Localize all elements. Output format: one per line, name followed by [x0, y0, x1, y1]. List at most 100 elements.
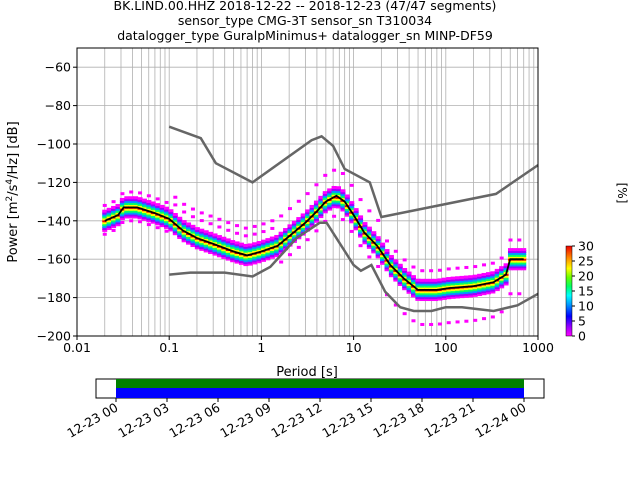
heatmap-outlier-cell [120, 192, 125, 196]
timeline-tick-label: 12-23 15 [319, 400, 375, 441]
heatmap-cell [137, 199, 143, 203]
heatmap-cell [212, 239, 218, 243]
heatmap-cell [406, 288, 412, 292]
heatmap-cell [335, 191, 341, 195]
heatmap-cell [283, 243, 289, 247]
heatmap-cell [481, 286, 487, 290]
heatmap-outlier-cell [499, 310, 504, 314]
heatmap-cell [415, 278, 421, 282]
heatmap-cell [137, 212, 143, 216]
heatmap-cell [190, 240, 196, 244]
heatmap-cell [194, 230, 200, 234]
heatmap-cell [463, 281, 469, 285]
heatmap-cell [521, 261, 527, 265]
heatmap-cell [256, 242, 262, 246]
heatmap-cell [256, 244, 262, 248]
heatmap-cell [216, 248, 222, 252]
heatmap-cell [283, 241, 289, 245]
heatmap-cell [503, 280, 509, 284]
heatmap-cell [485, 289, 491, 293]
heatmap-cell [128, 209, 134, 213]
heatmap-cell [168, 228, 174, 232]
heatmap-cell [335, 199, 341, 203]
heatmap-cell [406, 285, 412, 289]
heatmap-cell [141, 204, 147, 208]
heatmap-cell [410, 292, 416, 296]
heatmap-cell [521, 248, 527, 252]
heatmap-cell [428, 290, 434, 294]
heatmap-cell [208, 249, 214, 253]
heatmap-cell [521, 255, 527, 259]
heatmap-cell [481, 278, 487, 282]
heatmap-cell [177, 228, 183, 232]
heatmap-cell [234, 256, 240, 260]
heatmap-outlier-cell [411, 319, 416, 323]
heatmap-cell [463, 279, 469, 283]
heatmap-cell [441, 293, 447, 297]
heatmap-cell [358, 228, 364, 232]
heatmap-cell [265, 243, 271, 247]
heatmap-cell [410, 282, 416, 286]
heatmap-cell [375, 247, 381, 251]
heatmap-cell [247, 254, 253, 258]
heatmap-cell [168, 220, 174, 224]
heatmap-cell [177, 234, 183, 238]
heatmap-cell [230, 243, 236, 247]
heatmap-cell [366, 228, 372, 232]
heatmap-cell [393, 274, 399, 278]
heatmap-cell [243, 257, 249, 261]
heatmap-cell [133, 200, 139, 204]
heatmap-cell [353, 219, 359, 223]
heatmap-outlier-cell [287, 207, 292, 211]
heatmap-cell [481, 284, 487, 288]
heatmap-cell [384, 249, 390, 253]
heatmap-cell [261, 247, 267, 251]
heatmap-cell [499, 268, 505, 272]
heatmap-cell [128, 202, 134, 206]
heatmap-cell [119, 209, 125, 213]
heatmap-cell [499, 279, 505, 283]
heatmap-cell [331, 205, 337, 209]
heatmap-cell [203, 249, 209, 253]
heatmap-outlier-cell [296, 245, 301, 249]
heatmap-cell [428, 294, 434, 298]
heatmap-cell [194, 246, 200, 250]
heatmap-outlier-cell [517, 292, 522, 296]
heatmap-outlier-cell [111, 228, 116, 232]
heatmap-cell [208, 239, 214, 243]
heatmap-cell [230, 240, 236, 244]
heatmap-cell [375, 251, 381, 255]
heatmap-cell [133, 213, 139, 217]
heatmap-cell [243, 249, 249, 253]
heatmap-cell [402, 268, 408, 272]
heatmap-cell [512, 253, 518, 257]
heatmap-outlier-cell [111, 200, 116, 204]
heatmap-cell [238, 254, 244, 258]
timeline-tick-label: 12-23 00 [64, 400, 120, 441]
heatmap-cell [208, 243, 214, 247]
heatmap-cell [168, 226, 174, 230]
heatmap-cell [516, 261, 522, 265]
heatmap-cell [402, 275, 408, 279]
heatmap-cell [441, 291, 447, 295]
heatmap-cell [428, 292, 434, 296]
heatmap-cell [199, 230, 205, 234]
heatmap-cell [238, 258, 244, 262]
heatmap-cell [349, 203, 355, 207]
heatmap-cell [344, 196, 350, 200]
heatmap-cell [450, 280, 456, 284]
heatmap-cell [507, 263, 513, 267]
heatmap-cell [406, 283, 412, 287]
heatmap-cell [446, 288, 452, 292]
heatmap-cell [212, 233, 218, 237]
heatmap-cell [203, 237, 209, 241]
heatmap-cell [521, 257, 527, 261]
heatmap-cell [128, 207, 134, 211]
y-tick-label: −100 [37, 137, 71, 152]
heatmap-cell [335, 188, 341, 192]
heatmap-cell [265, 255, 271, 259]
heatmap-cell [115, 209, 121, 213]
heatmap-cell [313, 212, 319, 216]
